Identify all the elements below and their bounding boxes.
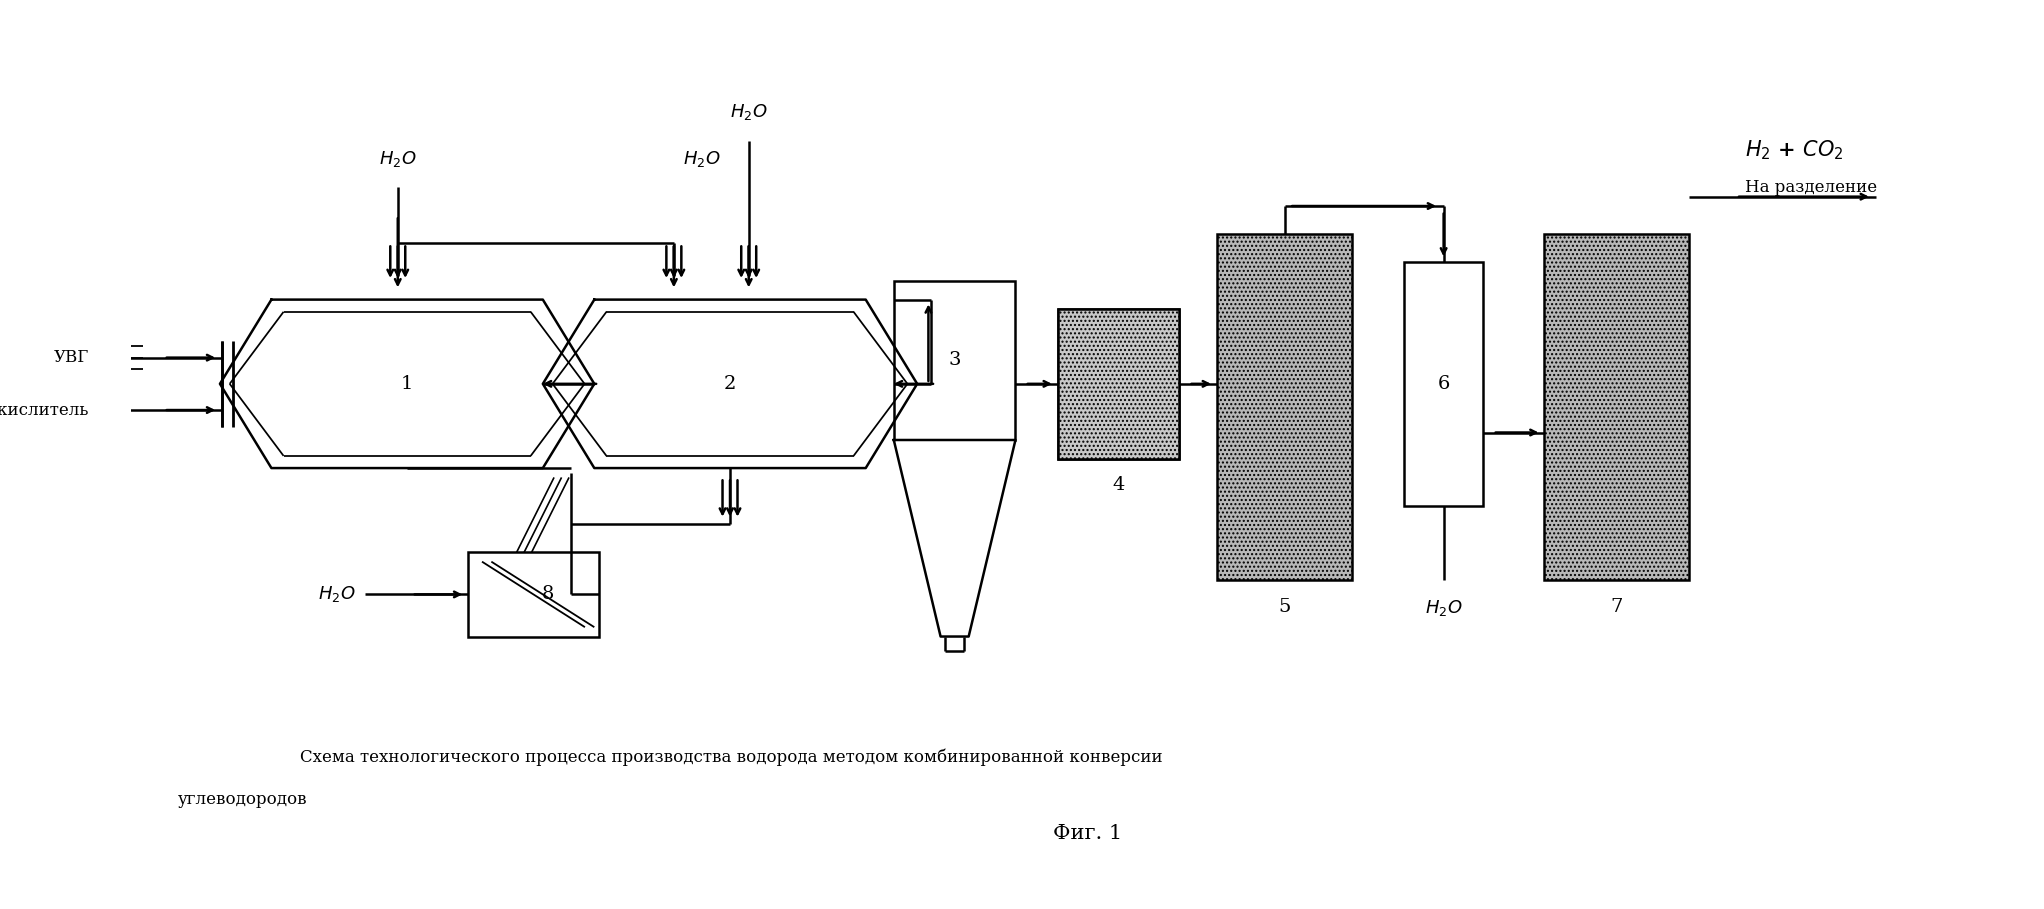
- Text: 5: 5: [1278, 597, 1290, 615]
- Text: 6: 6: [1437, 375, 1449, 393]
- Text: Фиг. 1: Фиг. 1: [1053, 824, 1122, 843]
- Bar: [1057, 309, 1179, 459]
- Text: УВГ: УВГ: [53, 349, 90, 366]
- Text: $H_2O$: $H_2O$: [683, 149, 722, 169]
- Bar: [1216, 235, 1353, 580]
- Bar: [1057, 309, 1179, 459]
- Bar: [1216, 235, 1353, 580]
- Text: окислитель: окислитель: [0, 402, 90, 418]
- Bar: [1543, 235, 1688, 580]
- Text: 4: 4: [1112, 476, 1124, 494]
- Text: 3: 3: [948, 352, 961, 369]
- Polygon shape: [893, 440, 1016, 636]
- Text: 2: 2: [724, 375, 736, 393]
- Bar: [1543, 235, 1688, 580]
- Bar: [1404, 262, 1484, 505]
- Text: На разделение: На разделение: [1746, 179, 1878, 195]
- Text: $H_2O$: $H_2O$: [730, 103, 766, 123]
- Text: $H_2$ + $CO_2$: $H_2$ + $CO_2$: [1746, 138, 1844, 162]
- Polygon shape: [221, 300, 595, 468]
- Bar: [1057, 309, 1179, 459]
- Bar: [893, 281, 1016, 440]
- Text: Схема технологического процесса производства водорода методом комбинированной ко: Схема технологического процесса производ…: [300, 749, 1163, 766]
- Text: 8: 8: [542, 585, 554, 604]
- Text: $H_2O$: $H_2O$: [1425, 598, 1461, 618]
- Bar: [468, 553, 599, 636]
- Text: 7: 7: [1611, 597, 1623, 615]
- Text: $H_2O$: $H_2O$: [319, 584, 356, 604]
- Text: углеводородов: углеводородов: [178, 791, 307, 808]
- Polygon shape: [544, 300, 918, 468]
- Text: $H_2O$: $H_2O$: [378, 149, 417, 169]
- Text: 1: 1: [401, 375, 413, 393]
